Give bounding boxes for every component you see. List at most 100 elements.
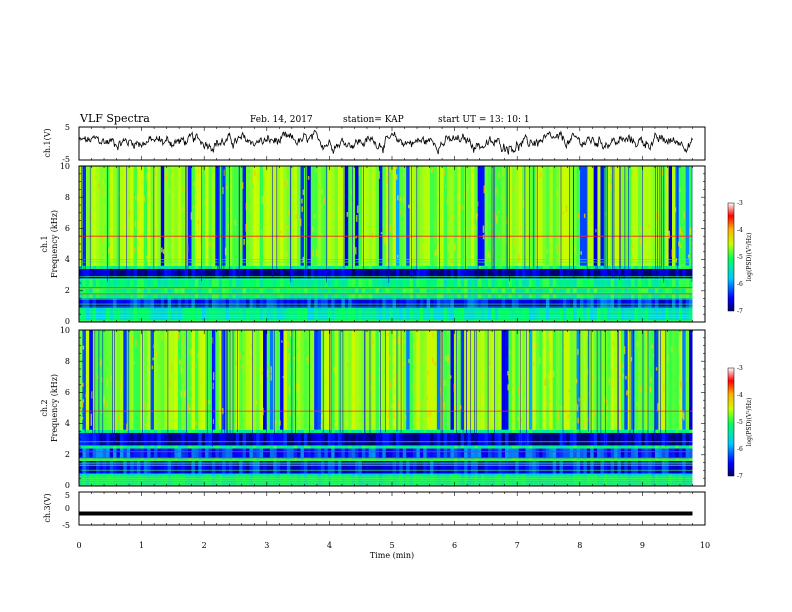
spectrogram-cell <box>593 268 598 279</box>
spectrogram-cell <box>600 307 605 322</box>
spectrogram-cell <box>194 363 196 369</box>
spectrogram-cell <box>453 432 458 446</box>
spectrogram-cell <box>661 307 666 322</box>
spectrogram-cell <box>495 188 497 195</box>
figure-title: VLF Spectra <box>79 112 150 125</box>
spectrogram-cell <box>577 349 579 355</box>
spectrogram-cell <box>102 448 107 458</box>
spectrogram-cell <box>160 461 165 474</box>
spectrogram-cell <box>215 268 220 279</box>
spectrogram-cell <box>610 330 615 430</box>
spectrogram-cell <box>542 307 547 322</box>
spectrogram-cell <box>607 287 612 294</box>
spectrogram-cell <box>346 212 349 217</box>
spectrogram-cell <box>624 268 629 279</box>
spectrogram-cell <box>113 268 117 279</box>
spectrogram-cell <box>133 448 138 458</box>
spectrogram-cell <box>505 298 509 308</box>
spectrogram-cell <box>80 197 82 201</box>
spectrogram-cell <box>153 461 158 474</box>
spectrogram-cell <box>378 461 383 474</box>
spectrogram-cell <box>397 336 400 345</box>
spectrogram-cell <box>419 287 424 294</box>
spectrogram-cell <box>246 461 250 474</box>
spectrogram-cell <box>491 432 496 446</box>
spectrogram-cell <box>310 330 315 430</box>
spectrogram-cell <box>205 461 209 474</box>
spectrogram-cell <box>597 461 601 474</box>
spectrogram-cell <box>546 249 548 254</box>
spectrogram-cell <box>259 307 264 322</box>
spectrogram-cell <box>518 461 523 474</box>
spectrogram-cell <box>89 166 94 266</box>
spectrogram-cell <box>484 461 489 474</box>
spectrogram-cell <box>484 330 489 430</box>
spectrogram-cell <box>222 330 226 430</box>
spectrogram-cell <box>372 166 376 266</box>
spectrogram-cell <box>140 461 145 474</box>
spectrogram-cell <box>678 268 683 279</box>
spectrogram-cell <box>641 448 646 458</box>
spectrogram-cell <box>293 330 298 430</box>
spectrogram-cell <box>484 307 489 322</box>
spectrogram-cell <box>593 166 598 266</box>
spectrogram-cell <box>562 166 567 266</box>
spectrogram-cell <box>307 268 312 279</box>
spectrogram-cell <box>338 287 342 294</box>
spectrogram-cell <box>556 298 560 308</box>
spectrogram-cell <box>433 432 438 446</box>
spectrogram-cell <box>130 448 134 458</box>
spectrogram-cell <box>491 268 496 279</box>
spectrogram-cell <box>631 166 635 266</box>
spectrogram-cell <box>365 268 370 279</box>
spectrogram-cell <box>634 461 639 474</box>
spectrogram-cell <box>320 298 325 308</box>
spectrogram-cell <box>419 448 424 458</box>
spectrogram-cell <box>307 298 312 308</box>
ch2-ytick-6: 6 <box>65 388 70 397</box>
spectrogram-cell <box>91 391 93 399</box>
spectrogram-cell <box>525 432 530 446</box>
spectrogram-cell <box>144 402 146 408</box>
spectrogram-cell <box>682 410 684 419</box>
spectrogram-cell <box>420 176 423 184</box>
spectrogram-cell <box>251 176 253 182</box>
spectrogram-cell <box>481 307 485 322</box>
spectrogram-cell <box>595 353 598 356</box>
spectrogram-cell <box>222 307 226 322</box>
ch1-waveform-ylabel: ch.1(V) <box>43 128 52 157</box>
spectrogram-cell <box>603 287 608 294</box>
spectrogram-cell <box>434 252 436 256</box>
spectrogram-cell <box>680 380 683 389</box>
spectrogram-cell <box>498 409 500 418</box>
spectrogram-cell <box>106 287 111 294</box>
spectrogram-cell <box>385 330 390 430</box>
spectrogram-cell <box>153 448 158 458</box>
spectrogram-cell <box>157 268 162 279</box>
spectrogram-cell <box>276 432 281 446</box>
spectrogram-cell <box>171 307 175 322</box>
spectrogram-cell <box>549 287 554 294</box>
spectrogram-cell <box>103 394 105 402</box>
spectrogram-cell <box>358 268 363 279</box>
spectrogram-cell <box>184 298 189 308</box>
spectrogram-cell <box>211 307 216 322</box>
spectrogram-cell <box>406 461 410 474</box>
spectrogram-cell <box>143 448 148 458</box>
spectrogram-cell <box>678 307 683 322</box>
spectrogram-cell <box>419 298 424 308</box>
spectrogram-cell <box>106 400 108 408</box>
ch2-colorbar-tick-m3: -3 <box>737 365 743 372</box>
spectrogram-cell <box>491 166 496 266</box>
spectrogram-cell <box>382 432 387 446</box>
spectrogram-cell <box>171 298 175 308</box>
spectrogram-cell <box>314 169 317 173</box>
spectrogram-cell <box>620 448 625 458</box>
spectrogram-cell <box>157 448 162 458</box>
spectrogram-cell <box>477 330 482 430</box>
spectrogram-cell <box>450 307 455 322</box>
spectrogram-cell <box>656 212 658 219</box>
spectrogram-cell <box>549 330 554 430</box>
spectrogram-cell <box>464 448 468 458</box>
spectrogram-cell <box>580 298 584 308</box>
